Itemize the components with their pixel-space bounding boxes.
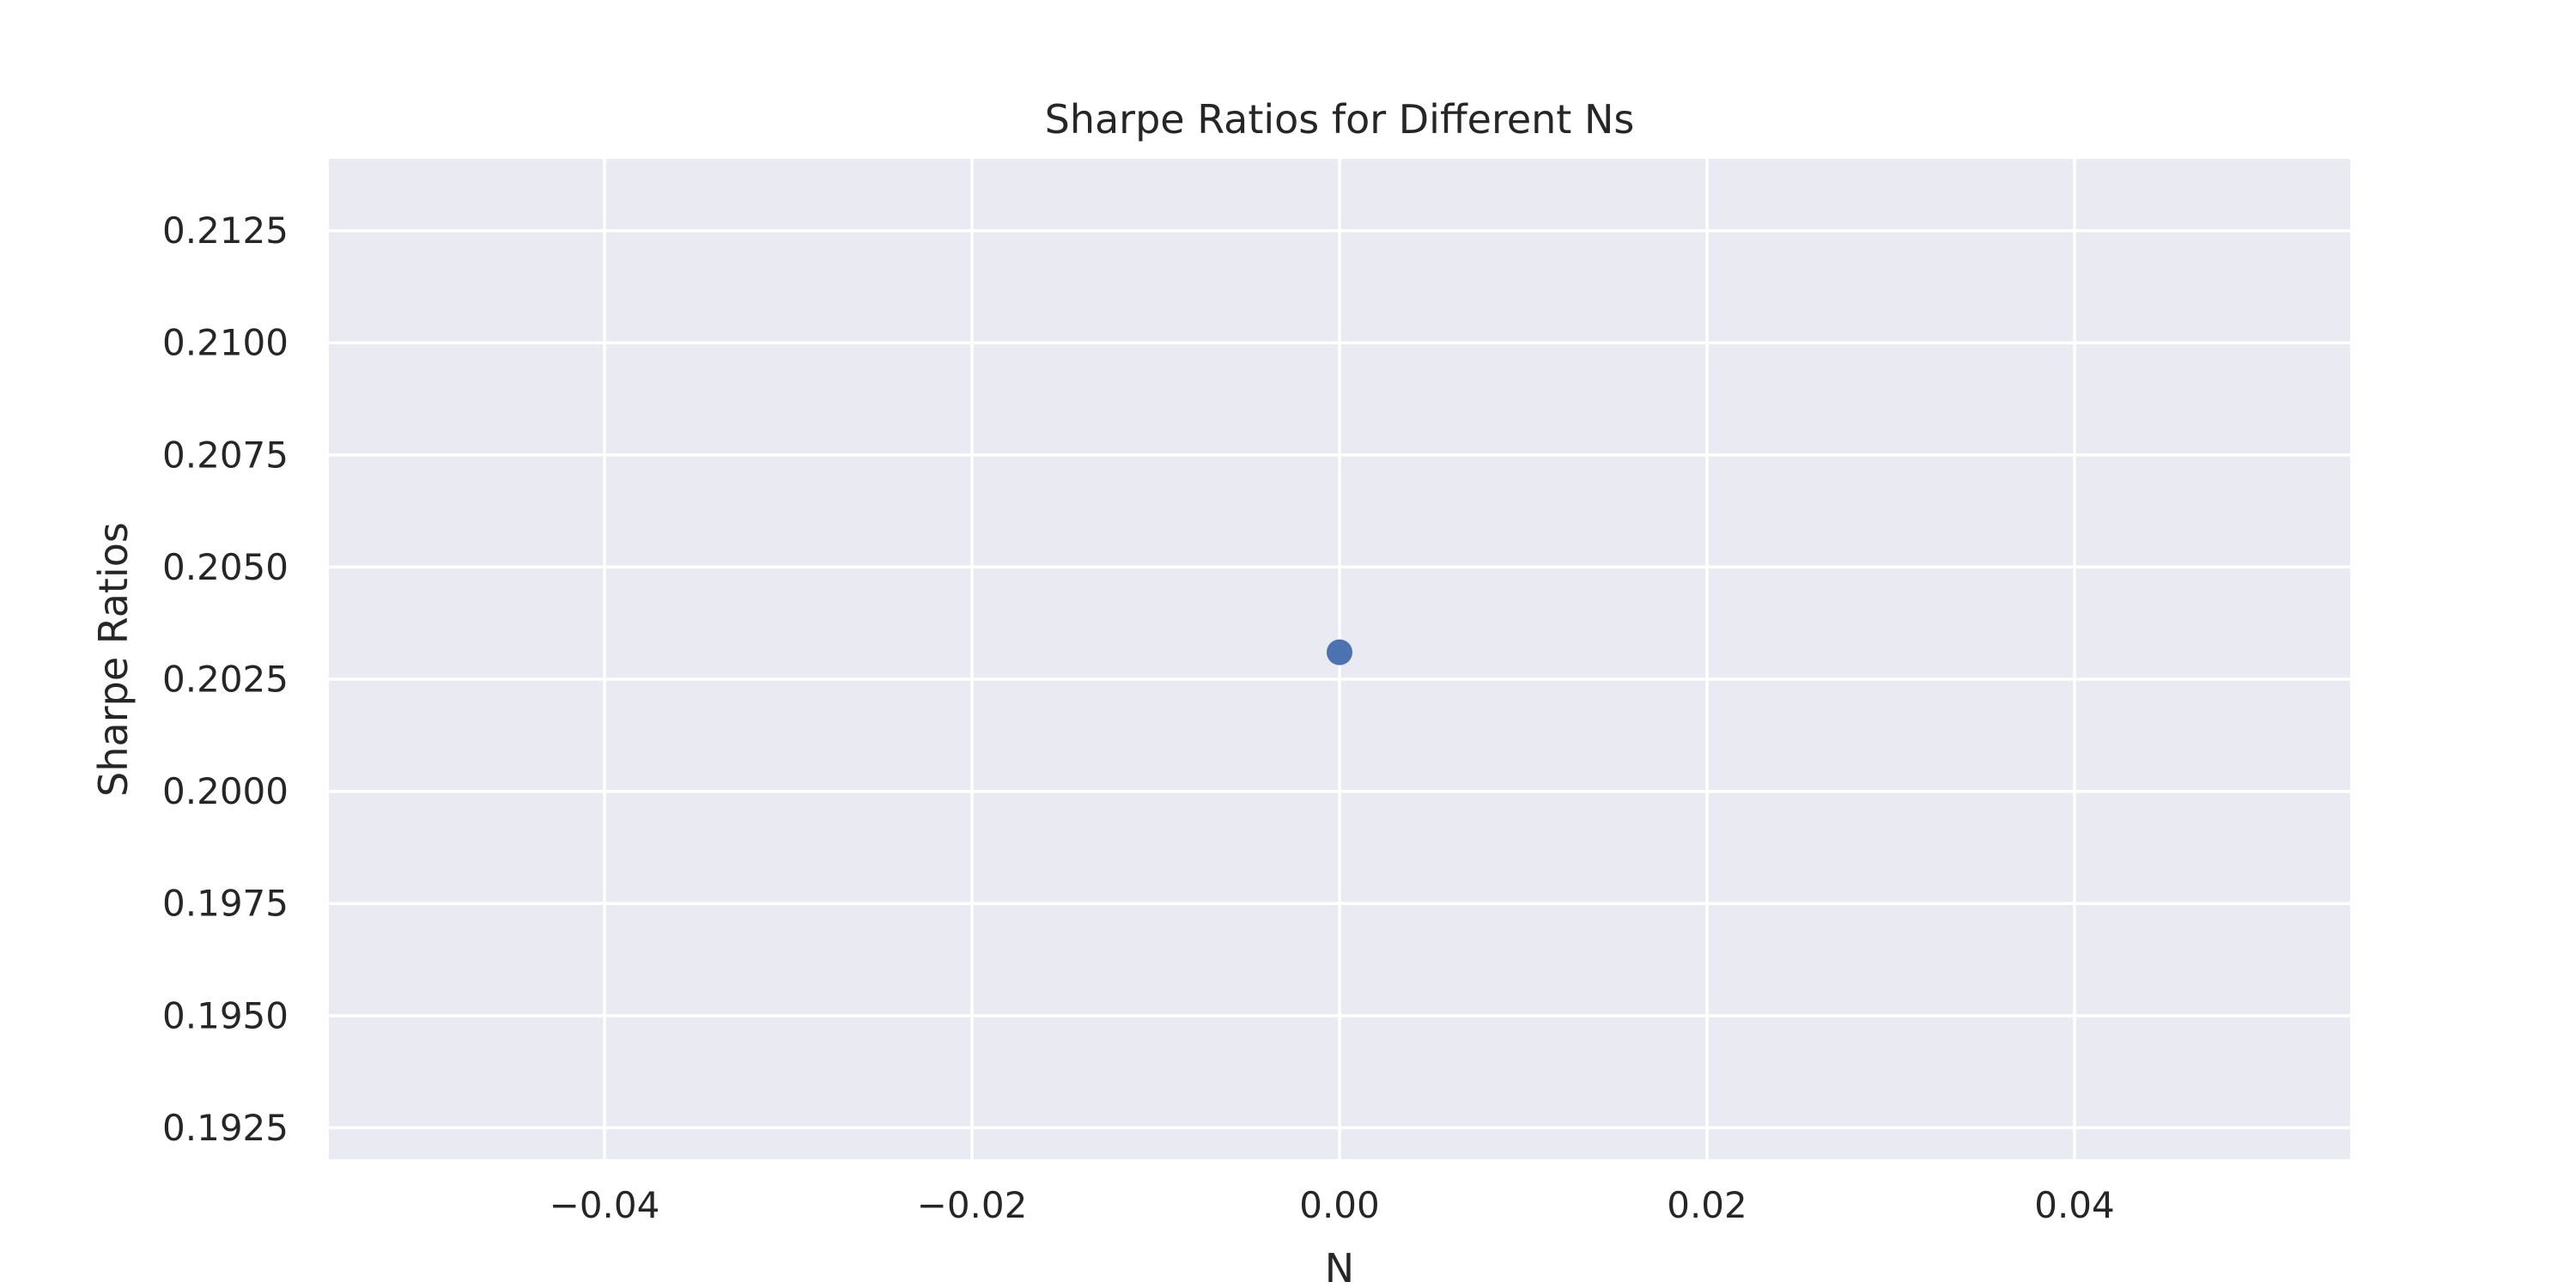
y-tick-label-3: 0.2000	[162, 770, 289, 812]
y-tick-label-6: 0.2075	[162, 434, 289, 476]
y-tick-label-2: 0.1975	[162, 883, 289, 925]
y-tick-label-7: 0.2100	[162, 322, 289, 364]
data-point-0-0	[1327, 639, 1352, 665]
x-tick-label-3: 0.02	[1667, 1184, 1747, 1226]
y-tick-label-1: 0.1950	[162, 994, 289, 1036]
y-axis-label: Sharpe Ratios	[90, 522, 137, 797]
x-tick-labels: −0.04 −0.02 0.00 0.02 0.04	[550, 1184, 2115, 1226]
x-tick-label-2: 0.00	[1299, 1184, 1380, 1226]
y-tick-label-0: 0.1925	[162, 1107, 289, 1149]
y-tick-labels: 0.1925 0.1950 0.1975 0.2000 0.2025 0.2050 0.20…	[162, 210, 289, 1149]
y-tick-label-5: 0.2050	[162, 546, 289, 588]
chart-title: Sharpe Ratios for Different Ns	[1045, 96, 1635, 143]
x-axis-label: N	[1325, 1245, 1354, 1288]
y-tick-label-4: 0.2025	[162, 659, 289, 701]
x-tick-label-4: 0.04	[2034, 1184, 2115, 1226]
x-tick-label-1: −0.02	[917, 1184, 1028, 1226]
x-tick-label-0: −0.04	[550, 1184, 660, 1226]
grid-layer	[329, 159, 2350, 1159]
points-layer	[1327, 639, 1352, 665]
y-tick-label-8: 0.2125	[162, 210, 289, 252]
